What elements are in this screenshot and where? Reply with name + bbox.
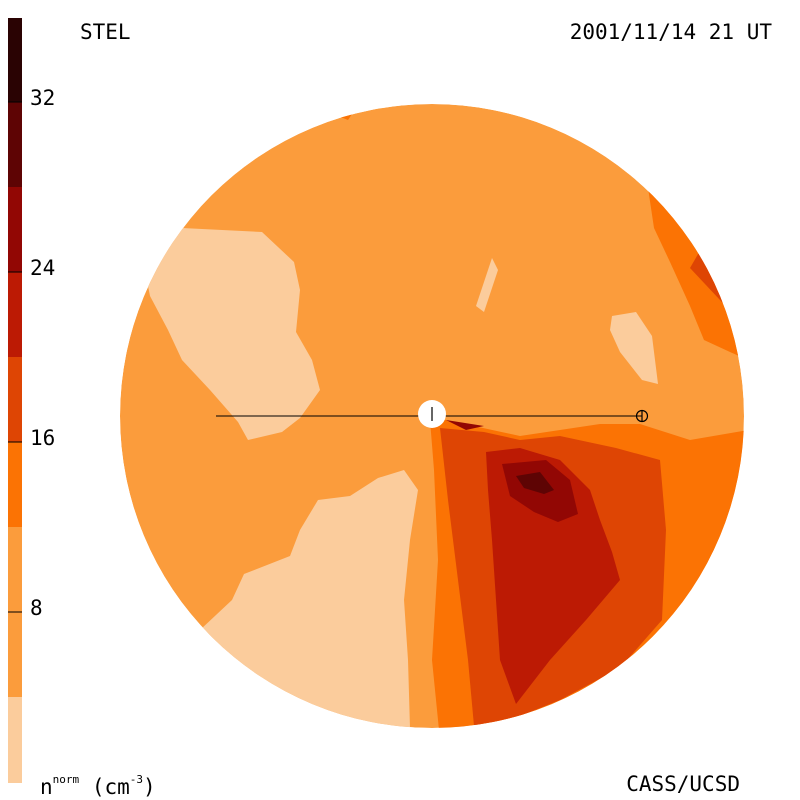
colorbar-tick-label: 32: [30, 86, 56, 110]
low-density-region: [146, 228, 320, 440]
sun-icon: [418, 400, 446, 428]
peak-density-region: [446, 420, 484, 430]
colorbar-segment: [8, 102, 22, 187]
timestamp: 2001/11/14 21 UT: [569, 20, 772, 44]
colorbar-segment: [8, 187, 22, 272]
source-label: STEL: [80, 20, 131, 44]
colorbar-segment: [8, 272, 22, 357]
low-density-region: [200, 470, 418, 728]
colorbar-segment: [8, 357, 22, 442]
low-density-region: [610, 312, 658, 384]
low-density-region: [476, 258, 498, 312]
colorbar-segment: [8, 18, 22, 102]
earth-icon: [635, 409, 649, 423]
high-density-region: [486, 448, 620, 704]
credit-label: CASS/UCSD: [626, 772, 740, 796]
unit-sup: norm: [52, 773, 80, 786]
colorbar-tick-label: 16: [30, 426, 56, 450]
colorbar-segment: [8, 442, 22, 527]
colorbar: [8, 18, 22, 783]
unit-base: n: [40, 775, 53, 799]
unit-exp: -3: [129, 773, 143, 786]
unit-paren: (cm: [91, 775, 130, 799]
colorbar-segment: [8, 697, 22, 783]
colorbar-unit-label: nnorm (cm-3): [40, 774, 156, 798]
unit-close: ): [143, 775, 156, 799]
colorbar-tick-label: 24: [30, 256, 56, 280]
colorbar-tick-label: 8: [30, 596, 43, 620]
peak-density-region: [516, 472, 554, 494]
